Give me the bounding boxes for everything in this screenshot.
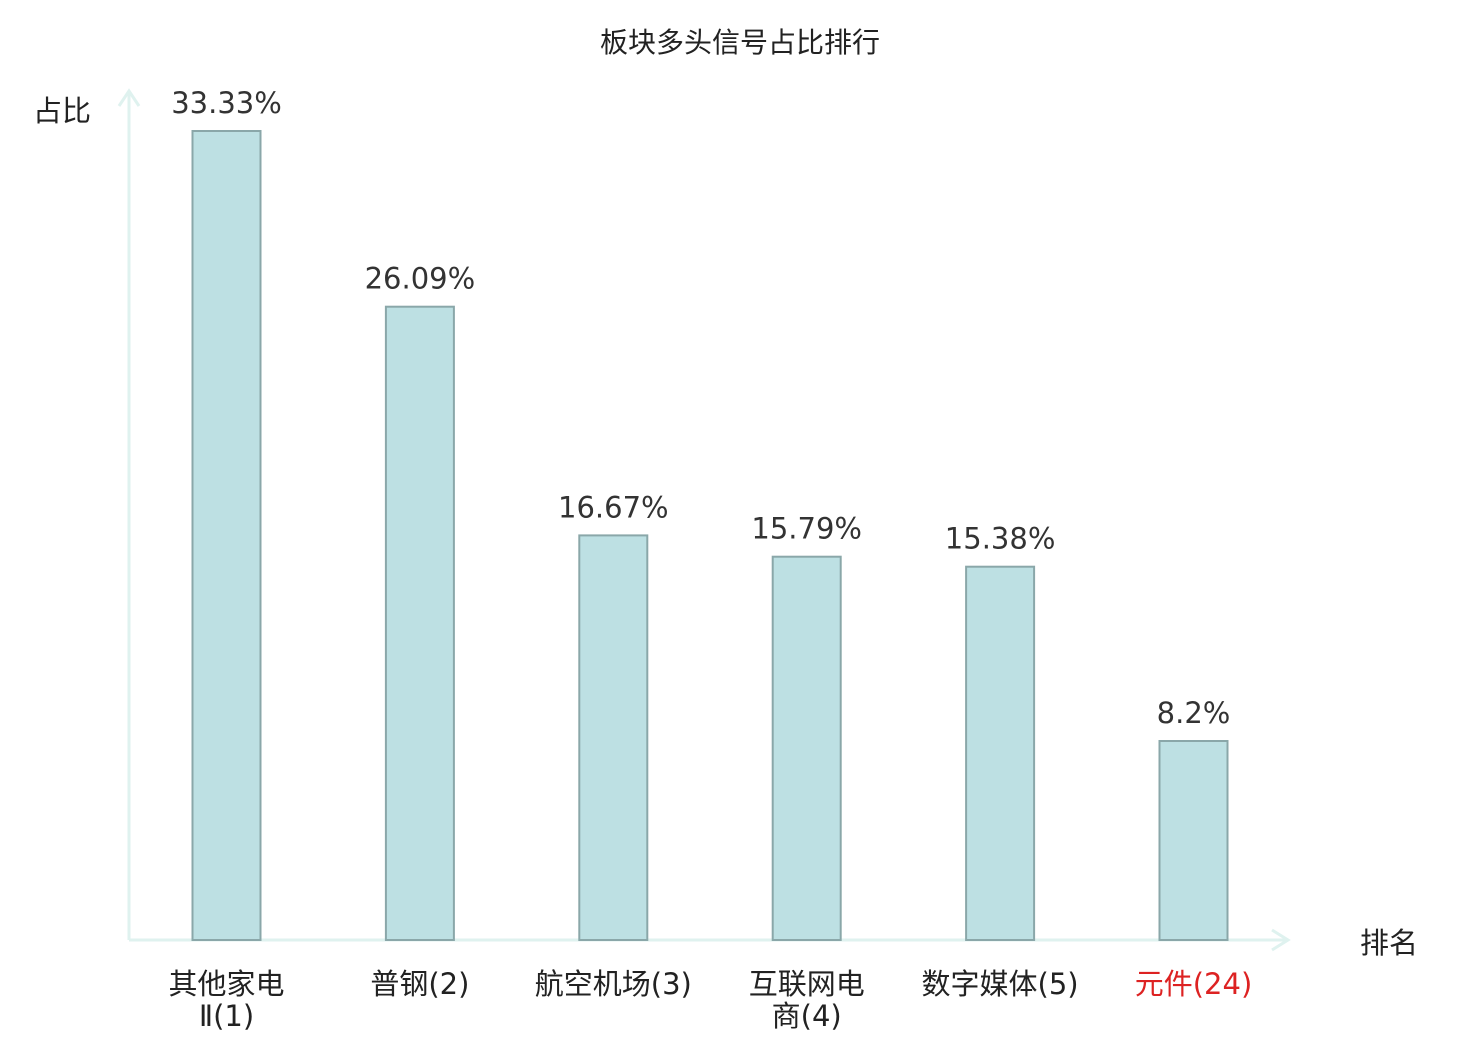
chart-title: 板块多头信号占比排行 (600, 26, 880, 59)
category-label-4-line-2: 商(4) (772, 999, 842, 1033)
x-axis-label: 排名 (1360, 926, 1418, 960)
x-axis-arrow-icon (1271, 928, 1291, 952)
value-label-6: 8.2% (1157, 696, 1231, 730)
value-label-2: 26.09% (365, 262, 476, 296)
value-label-group: 33.33% 26.09% 16.67% 15.79% 15.38% 8.2% (171, 86, 1230, 730)
value-label-4: 15.79% (751, 512, 862, 546)
y-axis-label: 占比 (33, 94, 91, 128)
bar-series (191, 130, 1229, 942)
bar-5 (965, 565, 1036, 941)
y-axis-arrow-icon (117, 88, 141, 107)
bar-1 (191, 130, 262, 941)
category-label-4-line-1: 互联网电 (749, 967, 865, 1001)
category-label-2-line-1: 普钢(2) (370, 967, 469, 1001)
value-label-5: 15.38% (945, 522, 1056, 556)
category-label-1-line-2: Ⅱ(1) (199, 999, 254, 1033)
category-label-5-line-1: 数字媒体(5) (922, 967, 1079, 1001)
value-label-1: 33.33% (171, 86, 282, 120)
bar-2 (384, 305, 455, 941)
category-label-6-line-1: 元件(24) (1135, 967, 1253, 1001)
category-label-1-line-1: 其他家电 (168, 967, 284, 1001)
bar-6 (1158, 740, 1229, 941)
bar-3 (578, 534, 649, 942)
bar-4 (771, 555, 842, 941)
value-label-3: 16.67% (558, 490, 669, 524)
category-label-3-line-1: 航空机场(3) (535, 967, 692, 1001)
